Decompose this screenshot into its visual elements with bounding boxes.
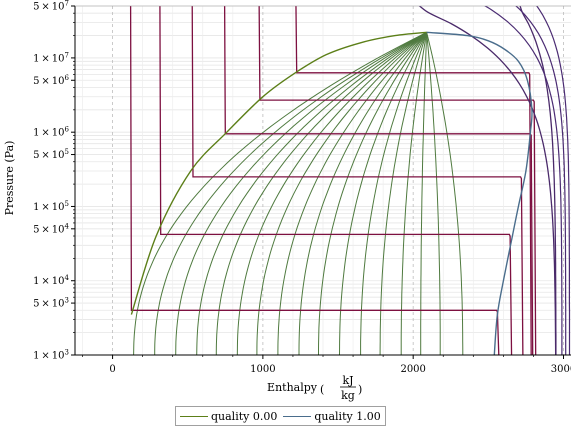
legend-label-liquid: quality 0.00: [211, 409, 278, 423]
isotherm-line: [258, 6, 537, 355]
legend-label-vapor: quality 1.00: [314, 409, 381, 423]
saturated-vapor-line: [426, 31, 533, 355]
x-axis-label-text: Enthalpy: [267, 381, 318, 394]
quality-line: [196, 31, 427, 355]
quality-line: [236, 31, 428, 355]
y-tick-label: 5 × 104: [33, 222, 69, 235]
tick-labels: 1 × 103 5 × 103 1 × 104 5 × 104 1 × 105 5 × 1…: [33, 0, 571, 375]
y-tick-label: 5 × 105: [33, 148, 69, 161]
saturated-liquid-line: [130, 31, 427, 315]
y-tick-label: 5 × 107: [33, 0, 69, 13]
legend-item-quality-1: quality 1.00: [283, 409, 381, 423]
legend-swatch-liquid: [180, 415, 208, 417]
quality-line: [426, 32, 464, 355]
legend-item-quality-0: quality 0.00: [180, 410, 277, 423]
x-tick-label: 3000: [551, 364, 571, 375]
quality-line: [175, 31, 427, 355]
x-tick-label: 2000: [400, 364, 425, 375]
quality-line: [277, 31, 428, 355]
legend: quality 0.00 quality 1.00: [175, 406, 386, 426]
isotherm-line: [191, 6, 524, 355]
x-unit-numerator: kJ: [342, 374, 353, 387]
y-tick-label: 5 × 103: [33, 297, 69, 310]
quality-line: [133, 31, 427, 355]
quality-line: [360, 32, 428, 355]
x-axis-label: Enthalpy ( kJ kg ): [267, 374, 362, 402]
quality-line: [256, 31, 428, 355]
y-tick-label: 5 × 106: [33, 74, 69, 87]
isotherm-supercritical-line: [515, 6, 567, 355]
quality-line: [400, 32, 428, 355]
isotherm-line: [129, 6, 500, 355]
x-tick-label: 1000: [250, 364, 275, 375]
quality-line: [215, 31, 427, 355]
x-unit-paren-close: ): [358, 383, 362, 396]
y-tick-label: 1 × 104: [33, 274, 69, 287]
quality-line: [154, 31, 427, 355]
quality-line: [339, 32, 428, 355]
axes: [71, 5, 571, 359]
x-unit-denominator: kg: [341, 389, 355, 402]
y-tick-label: 1 × 107: [33, 51, 69, 64]
y-tick-label: 1 × 106: [33, 126, 69, 139]
quality-line: [420, 32, 428, 355]
x-unit-paren-open: (: [320, 383, 324, 396]
y-axis-label: Pressure (Pa): [3, 141, 16, 216]
legend-swatch-vapor: [283, 415, 312, 417]
isotherm-line: [295, 6, 532, 355]
isotherm-supercritical-line: [484, 6, 563, 355]
x-tick-label: 0: [109, 364, 115, 375]
y-tick-label: 1 × 105: [33, 200, 69, 213]
curves: [129, 6, 571, 355]
isotherm-supercritical-line: [519, 6, 557, 355]
y-tick-label: 1 × 103: [33, 349, 69, 362]
isotherm-line: [159, 6, 513, 355]
isotherm-supercritical-line: [536, 6, 571, 355]
quality-line: [298, 31, 428, 355]
quality-line: [426, 32, 441, 355]
quality-line: [318, 32, 428, 355]
quality-line: [379, 32, 428, 355]
